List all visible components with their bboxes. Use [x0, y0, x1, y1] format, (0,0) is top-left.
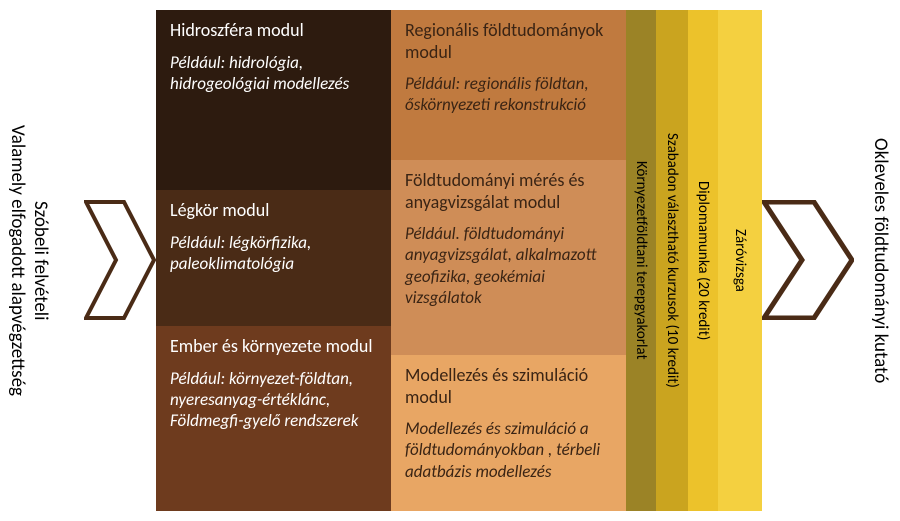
- strip-label: Szabadon választható kurzusok (10 kredit…: [663, 133, 681, 388]
- module-title: Modellezés és szimuláció modul: [405, 365, 614, 408]
- right-module-column: Regionális földtudományok modul Például:…: [391, 10, 626, 511]
- module-example: Például: regionális földtan, őskörnyezet…: [405, 73, 614, 116]
- module-grid: Hidroszféra modul Például: hidrológia, h…: [156, 10, 626, 511]
- module-title: Földtudományi mérés és anyagvizsgálat mo…: [405, 170, 614, 213]
- module-regionalis: Regionális földtudományok modul Például:…: [391, 10, 626, 160]
- strip-label: Záróvizsga: [731, 229, 749, 292]
- strip-diplomamunka: Diplomamunka (20 kredit): [688, 10, 718, 511]
- strip-label: Diplomamunka (20 kredit): [694, 181, 712, 340]
- strip-label: Környezetföldtani terepgyakorlat: [632, 161, 650, 359]
- strip-terepgyakorlat: Környezetföldtani terepgyakorlat: [626, 10, 656, 511]
- module-title: Regionális földtudományok modul: [405, 20, 614, 63]
- input-label-1: Valamely elfogadott alapvégzettség: [6, 71, 29, 451]
- arrow-in-icon: [84, 200, 156, 320]
- input-labels: Valamely elfogadott alapvégzettség Szóbe…: [6, 0, 52, 521]
- module-title: Ember és környezete modul: [170, 336, 379, 358]
- module-example: Például: környezet-földtan, nyeresanyag-…: [170, 368, 379, 432]
- left-module-column: Hidroszféra modul Például: hidrológia, h…: [156, 10, 391, 511]
- module-example: Például: hidrológia, hidrogeológiai mode…: [170, 52, 379, 95]
- strip-zarovizsga: Záróvizsga: [718, 10, 762, 511]
- module-modellezes: Modellezés és szimuláció modul Modellezé…: [391, 355, 626, 511]
- output-label: Okleveles földtudományi kutató: [869, 81, 892, 441]
- module-example: Például: légkörfizika, paleoklimatológia: [170, 232, 379, 275]
- module-example: Például. földtudományi anyagvizsgálat, a…: [405, 223, 614, 308]
- input-label-2: Szóbeli felvételi: [29, 141, 52, 381]
- module-title: Hidroszféra modul: [170, 20, 379, 42]
- module-title: Légkör modul: [170, 200, 379, 222]
- strip-group: Környezetföldtani terepgyakorlat Szabado…: [626, 10, 762, 511]
- module-meres-anyagvizsgalat: Földtudományi mérés és anyagvizsgálat mo…: [391, 160, 626, 355]
- module-example: Modellezés és szimuláció a földtudományo…: [405, 418, 614, 482]
- arrow-out-icon: [762, 200, 854, 320]
- module-hidroszfera: Hidroszféra modul Például: hidrológia, h…: [156, 10, 391, 190]
- module-legkor: Légkör modul Például: légkörfizika, pale…: [156, 190, 391, 326]
- output-label-group: Okleveles földtudományi kutató: [869, 0, 892, 521]
- module-ember-kornyezete: Ember és környezete modul Például: körny…: [156, 326, 391, 511]
- strip-valaszthato: Szabadon választható kurzusok (10 kredit…: [656, 10, 688, 511]
